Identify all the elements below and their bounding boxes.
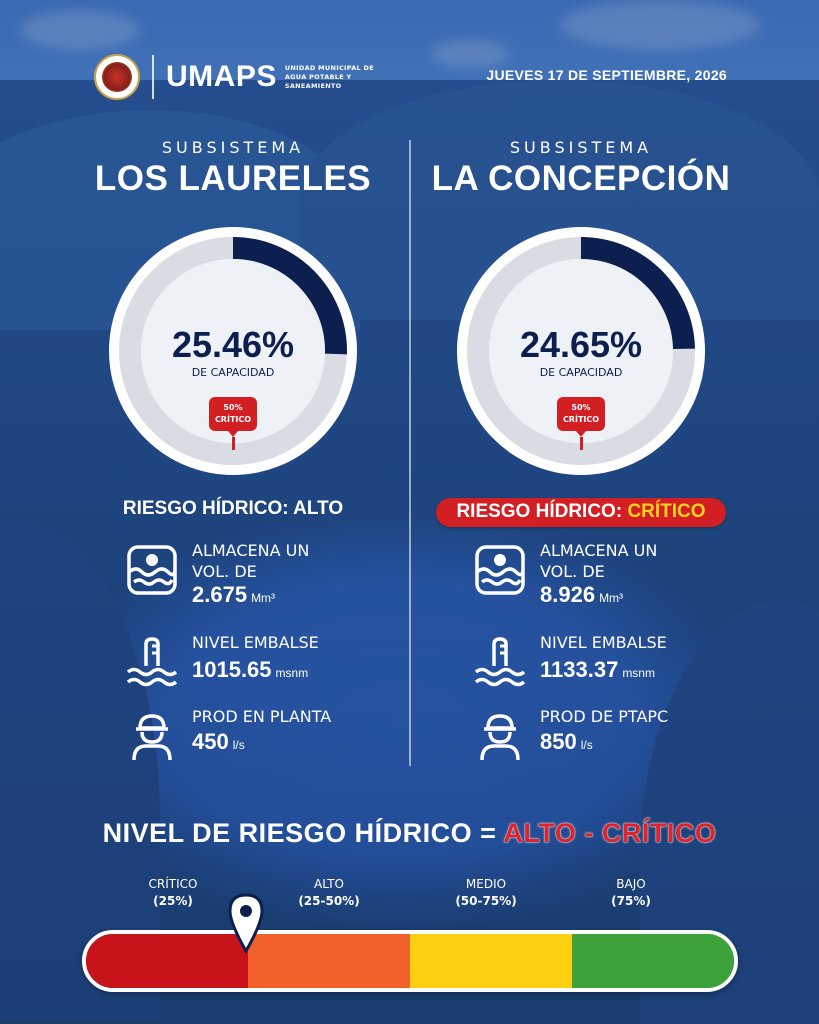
level-range: (25-50%) (298, 894, 360, 908)
date-label: JUEVES 17 DE SEPTIEMBRE, 2026 (486, 67, 727, 83)
brand-name: UMAPS (166, 60, 277, 93)
subsystem-label: SUBSISTEMA (161, 138, 305, 157)
segment-critico (86, 934, 248, 988)
level-alto: ALTO (25-50%) (274, 876, 384, 910)
gauge-ring (109, 227, 357, 475)
level-range: (50-75%) (455, 894, 517, 908)
summary-prefix: NIVEL DE RIESGO HÍDRICO = (102, 818, 497, 848)
risk-label: RIESGO HÍDRICO: CRÍTICO (416, 498, 746, 527)
water-level-icon (474, 637, 526, 687)
overall-risk-summary: NIVEL DE RIESGO HÍDRICO = ALTO - CRÍTICO (0, 818, 819, 849)
stat-value: 850 (540, 729, 577, 754)
critical-threshold-tick (232, 437, 235, 450)
gauge-ring (457, 227, 705, 475)
stat-reservoir-level: NIVEL EMBALSE 1015.65 msnm (126, 632, 396, 706)
stat-label: ALMACENA UN VOL. DE (540, 541, 658, 581)
critical-threshold-badge: 50% CRÍTICO (557, 397, 605, 437)
subsystem-name: LOS LAURELES (94, 159, 372, 198)
stat-label: PROD DE PTAPC (540, 707, 669, 726)
capacity-label: DE CAPACIDAD (539, 366, 623, 379)
stats-list: ALMACENA UN VOL. DE 8.926 Mm³ NIVEL EMBAL… (474, 540, 744, 780)
water-tank-icon (475, 545, 525, 595)
stat-storage: ALMACENA UN VOL. DE 2.675 Mm³ (126, 540, 396, 620)
segment-alto (248, 934, 410, 988)
stat-label: ALMACENA UN VOL. DE (192, 541, 310, 581)
stat-unit: Mm³ (599, 591, 624, 605)
municipal-seal-logo (94, 54, 140, 100)
level-range: (25%) (153, 894, 193, 908)
segment-medio (410, 934, 572, 988)
risk-level: CRÍTICO (627, 501, 706, 522)
risk-label: RIESGO HÍDRICO: ALTO (68, 498, 398, 520)
level-name: CRÍTICO (148, 877, 198, 891)
stat-value: 1133.37 (540, 657, 619, 682)
worker-icon (132, 714, 172, 761)
risk-pill: RIESGO HÍDRICO: CRÍTICO (436, 498, 726, 527)
stats-list: ALMACENA UN VOL. DE 2.675 Mm³ NIVEL EMBAL… (126, 540, 396, 780)
stat-reservoir-level: NIVEL EMBALSE 1133.37 msnm (474, 632, 744, 706)
stat-value: 8.926 (540, 582, 596, 607)
critical-threshold-tick (580, 437, 583, 450)
subsystem-name: LA CONCEPCIÓN (431, 159, 731, 198)
capacity-label: DE CAPACIDAD (191, 366, 275, 379)
level-name: ALTO (313, 877, 345, 891)
column-divider (409, 140, 411, 766)
risk-prefix: RIESGO HÍDRICO: (122, 498, 289, 519)
capacity-percent: 24.65% (519, 324, 643, 365)
water-level-icon (126, 637, 178, 687)
risk-prefix: RIESGO HÍDRICO: (456, 501, 623, 522)
level-critico: CRÍTICO (25%) (118, 876, 228, 910)
capacity-gauge: 24.65% DE CAPACIDAD 50% CRÍTICO (454, 224, 708, 478)
capacity-gauge: 25.46% DE CAPACIDAD 50% CRÍTICO (106, 224, 360, 478)
summary-value: ALTO - CRÍTICO (503, 818, 717, 848)
brand-subtitle: UNIDAD MUNICIPAL DE AGUA POTABLE Y SANEA… (284, 63, 374, 90)
water-tank-icon (127, 545, 177, 595)
risk-scale-bar (82, 930, 738, 992)
stat-label: PROD EN PLANTA (192, 707, 332, 726)
segment-bajo (572, 934, 734, 988)
level-name: BAJO (616, 877, 646, 891)
stat-unit: msnm (622, 666, 655, 680)
risk-level: ALTO (293, 498, 344, 519)
stat-label: NIVEL EMBALSE (540, 633, 667, 652)
subsystem-label: SUBSISTEMA (509, 138, 653, 157)
stat-value: 2.675 (192, 582, 248, 607)
stat-storage: ALMACENA UN VOL. DE 8.926 Mm³ (474, 540, 744, 620)
stat-unit: msnm (275, 666, 309, 680)
header: UMAPS UNIDAD MUNICIPAL DE AGUA POTABLE Y… (94, 52, 395, 102)
level-medio: MEDIO (50-75%) (431, 876, 541, 910)
capacity-percent: 25.46% (171, 324, 295, 365)
worker-icon (480, 714, 520, 761)
location-pin-icon (228, 893, 264, 953)
subsystem-los-laureles: SUBSISTEMA LOS LAURELES 25.46% DE CAPACI… (68, 138, 398, 761)
subsystem-la-concepcion: SUBSISTEMA LA CONCEPCIÓN 24.65% DE CAPAC… (416, 138, 746, 761)
stat-unit: l/s (580, 738, 593, 752)
stat-label: NIVEL EMBALSE (192, 633, 319, 652)
level-bajo: BAJO (75%) (576, 876, 686, 910)
stat-value: 450 (192, 729, 229, 754)
critical-threshold-badge: 50% CRÍTICO (209, 397, 257, 437)
level-name: MEDIO (465, 877, 507, 891)
stat-unit: l/s (232, 738, 245, 752)
stat-unit: Mm³ (251, 591, 276, 605)
header-divider (152, 55, 154, 99)
level-range: (75%) (611, 894, 651, 908)
stat-production: PROD DE PTAPC 850 l/s (474, 706, 744, 780)
stat-value: 1015.65 (192, 657, 272, 682)
stat-production: PROD EN PLANTA 450 l/s (126, 706, 396, 780)
